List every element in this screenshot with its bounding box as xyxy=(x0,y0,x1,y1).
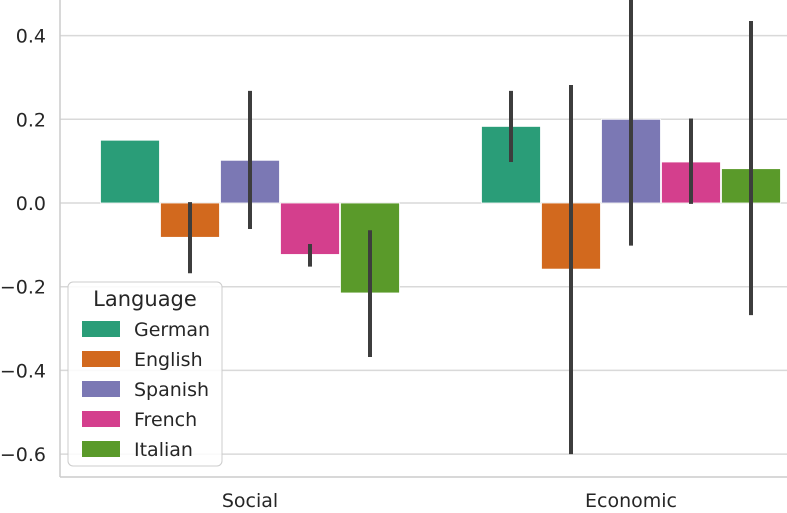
legend-swatch-english xyxy=(82,351,120,367)
y-tick-label: 0.2 xyxy=(16,109,46,131)
legend-swatch-german xyxy=(82,321,120,337)
legend-label-german: German xyxy=(134,319,210,341)
legend-label-english: English xyxy=(134,349,203,371)
legend-label-italian: Italian xyxy=(134,439,193,461)
legend-swatch-italian xyxy=(82,441,120,457)
error-bars xyxy=(188,0,753,455)
legend-items: German English Spanish French Italian xyxy=(82,319,210,461)
legend: Language German English Spanish French Itali… xyxy=(67,281,223,467)
x-tick-label: Economic xyxy=(585,490,677,512)
x-tick-labels: Social Economic xyxy=(222,490,677,512)
bars xyxy=(100,118,781,294)
y-tick-label: 0.4 xyxy=(16,26,46,48)
y-tick-label: 0.0 xyxy=(16,193,46,215)
legend-title: Language xyxy=(93,287,197,311)
legend-label-spanish: Spanish xyxy=(134,379,209,401)
y-axis: 0.4 0.2 0.0 −0.2 −0.4 −0.6 xyxy=(0,26,46,467)
legend-label-french: French xyxy=(134,409,197,431)
x-tick-label: Social xyxy=(222,490,278,512)
y-tick-label: −0.4 xyxy=(0,360,46,382)
x-axis xyxy=(59,0,787,478)
legend-swatch-french xyxy=(82,411,120,427)
y-tick-label: −0.2 xyxy=(0,277,46,299)
y-tick-label: −0.6 xyxy=(0,444,46,466)
bar-german-social xyxy=(100,139,160,204)
legend-swatch-spanish xyxy=(82,381,120,397)
